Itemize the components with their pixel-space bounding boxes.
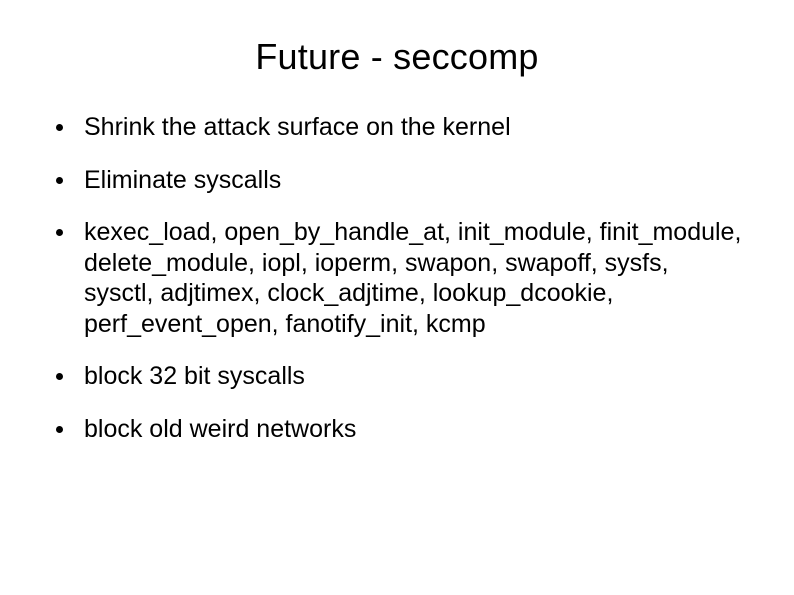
list-item: Eliminate syscalls xyxy=(50,165,744,196)
list-item: kexec_load, open_by_handle_at, init_modu… xyxy=(50,217,744,339)
slide-title: Future - seccomp xyxy=(50,36,744,78)
slide: Future - seccomp Shrink the attack surfa… xyxy=(0,0,794,595)
list-item: block old weird networks xyxy=(50,414,744,445)
list-item: Shrink the attack surface on the kernel xyxy=(50,112,744,143)
bullet-list: Shrink the attack surface on the kernel … xyxy=(50,112,744,444)
list-item: block 32 bit syscalls xyxy=(50,361,744,392)
